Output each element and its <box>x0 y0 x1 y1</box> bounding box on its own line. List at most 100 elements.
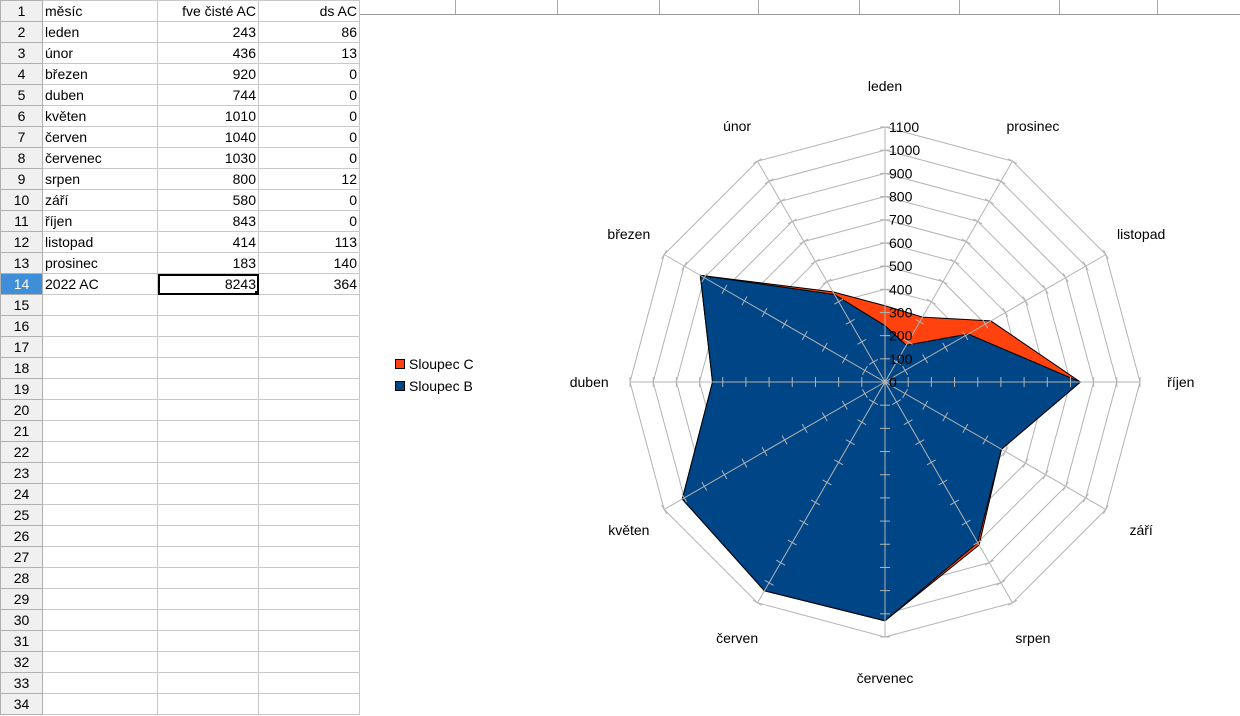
cell-col-c[interactable] <box>258 420 360 442</box>
row-header[interactable]: 25 <box>0 504 43 526</box>
row-header[interactable]: 7 <box>0 126 43 148</box>
row-header[interactable]: 15 <box>0 294 43 316</box>
cell-col-a[interactable]: říjen <box>42 210 158 232</box>
cell-col-b[interactable]: 1030 <box>157 147 259 169</box>
cell-col-c[interactable] <box>258 546 360 568</box>
cell-col-a[interactable] <box>42 693 158 715</box>
row-header[interactable]: 23 <box>0 462 43 484</box>
row-header[interactable]: 21 <box>0 420 43 442</box>
row-header[interactable]: 26 <box>0 525 43 547</box>
cell-col-c[interactable]: 0 <box>258 147 360 169</box>
row-header[interactable]: 19 <box>0 378 43 400</box>
cell-col-a[interactable] <box>42 504 158 526</box>
cell-col-a[interactable] <box>42 399 158 421</box>
cell-col-a[interactable]: 2022 AC <box>42 273 158 295</box>
row-header[interactable]: 24 <box>0 483 43 505</box>
row-header[interactable]: 32 <box>0 651 43 673</box>
cell-col-a[interactable]: únor <box>42 42 158 64</box>
cell-col-c[interactable]: 0 <box>258 63 360 85</box>
cell-col-a[interactable]: červenec <box>42 147 158 169</box>
cell-col-b[interactable] <box>157 462 259 484</box>
cell-col-b[interactable] <box>157 672 259 694</box>
row-header[interactable]: 34 <box>0 693 43 715</box>
cell-col-a[interactable]: prosinec <box>42 252 158 274</box>
cell-col-b[interactable] <box>157 420 259 442</box>
cell-col-b[interactable] <box>157 378 259 400</box>
row-header[interactable]: 9 <box>0 168 43 190</box>
row-header[interactable]: 11 <box>0 210 43 232</box>
cell-col-a[interactable] <box>42 525 158 547</box>
row-header[interactable]: 4 <box>0 63 43 85</box>
cell-col-c[interactable] <box>258 651 360 673</box>
cell-col-b[interactable]: 843 <box>157 210 259 232</box>
cell-col-c[interactable]: 13 <box>258 42 360 64</box>
cell-col-b[interactable] <box>157 294 259 316</box>
cell-col-c[interactable] <box>258 462 360 484</box>
row-header[interactable]: 16 <box>0 315 43 337</box>
radar-chart[interactable]: 0 100 200 300 400 500 600 700 800 900 1000 1100 lede… <box>560 60 1220 710</box>
cell-col-a[interactable] <box>42 336 158 358</box>
cell-col-b[interactable] <box>157 483 259 505</box>
cell-col-b[interactable]: 744 <box>157 84 259 106</box>
row-header[interactable]: 22 <box>0 441 43 463</box>
cell-col-a[interactable]: září <box>42 189 158 211</box>
cell-col-b[interactable] <box>157 651 259 673</box>
cell-col-c[interactable]: 0 <box>258 189 360 211</box>
cell-col-b[interactable] <box>157 504 259 526</box>
cell-col-b[interactable] <box>157 357 259 379</box>
cell-col-a[interactable]: červen <box>42 126 158 148</box>
row-header[interactable]: 17 <box>0 336 43 358</box>
cell-col-c[interactable]: 140 <box>258 252 360 274</box>
row-header[interactable]: 3 <box>0 42 43 64</box>
cell-col-a[interactable] <box>42 378 158 400</box>
cell-col-a[interactable] <box>42 672 158 694</box>
cell-col-b[interactable]: 414 <box>157 231 259 253</box>
row-header[interactable]: 8 <box>0 147 43 169</box>
row-header[interactable]: 1 <box>0 0 43 22</box>
cell-col-c[interactable]: 0 <box>258 84 360 106</box>
cell-col-a[interactable]: květen <box>42 105 158 127</box>
cell-col-b[interactable]: 1010 <box>157 105 259 127</box>
row-header[interactable]: 18 <box>0 357 43 379</box>
cell-col-b[interactable]: 436 <box>157 42 259 64</box>
cell-col-c[interactable]: 86 <box>258 21 360 43</box>
cell-col-a[interactable]: srpen <box>42 168 158 190</box>
cell-col-c[interactable]: ds AC <box>258 0 360 22</box>
row-header[interactable]: 2 <box>0 21 43 43</box>
cell-col-c[interactable] <box>258 315 360 337</box>
cell-col-c[interactable]: 0 <box>258 105 360 127</box>
cell-col-c[interactable]: 113 <box>258 231 360 253</box>
row-header[interactable]: 14 <box>0 273 43 295</box>
cell-col-a[interactable] <box>42 357 158 379</box>
row-header[interactable]: 12 <box>0 231 43 253</box>
cell-col-b[interactable] <box>157 441 259 463</box>
cell-col-c[interactable] <box>258 336 360 358</box>
cell-col-b[interactable] <box>157 525 259 547</box>
cell-col-b[interactable] <box>157 336 259 358</box>
cell-col-b[interactable] <box>157 609 259 631</box>
cell-col-a[interactable] <box>42 651 158 673</box>
row-header[interactable]: 5 <box>0 84 43 106</box>
cell-col-b[interactable] <box>157 588 259 610</box>
cell-col-a[interactable]: listopad <box>42 231 158 253</box>
cell-col-c[interactable]: 0 <box>258 126 360 148</box>
cell-col-c[interactable] <box>258 399 360 421</box>
cell-col-a[interactable]: duben <box>42 84 158 106</box>
cell-col-c[interactable] <box>258 441 360 463</box>
cell-col-a[interactable] <box>42 462 158 484</box>
row-header[interactable]: 28 <box>0 567 43 589</box>
cell-col-c[interactable] <box>258 567 360 589</box>
cell-col-c[interactable]: 364 <box>258 273 360 295</box>
cell-col-c[interactable] <box>258 294 360 316</box>
row-header[interactable]: 13 <box>0 252 43 274</box>
cell-col-b[interactable] <box>157 315 259 337</box>
row-header[interactable]: 20 <box>0 399 43 421</box>
cell-col-a[interactable]: leden <box>42 21 158 43</box>
cell-col-a[interactable] <box>42 588 158 610</box>
cell-col-b[interactable] <box>157 546 259 568</box>
cell-col-b[interactable]: 1040 <box>157 126 259 148</box>
cell-col-c[interactable] <box>258 525 360 547</box>
row-header[interactable]: 10 <box>0 189 43 211</box>
cell-col-a[interactable] <box>42 630 158 652</box>
row-header[interactable]: 27 <box>0 546 43 568</box>
